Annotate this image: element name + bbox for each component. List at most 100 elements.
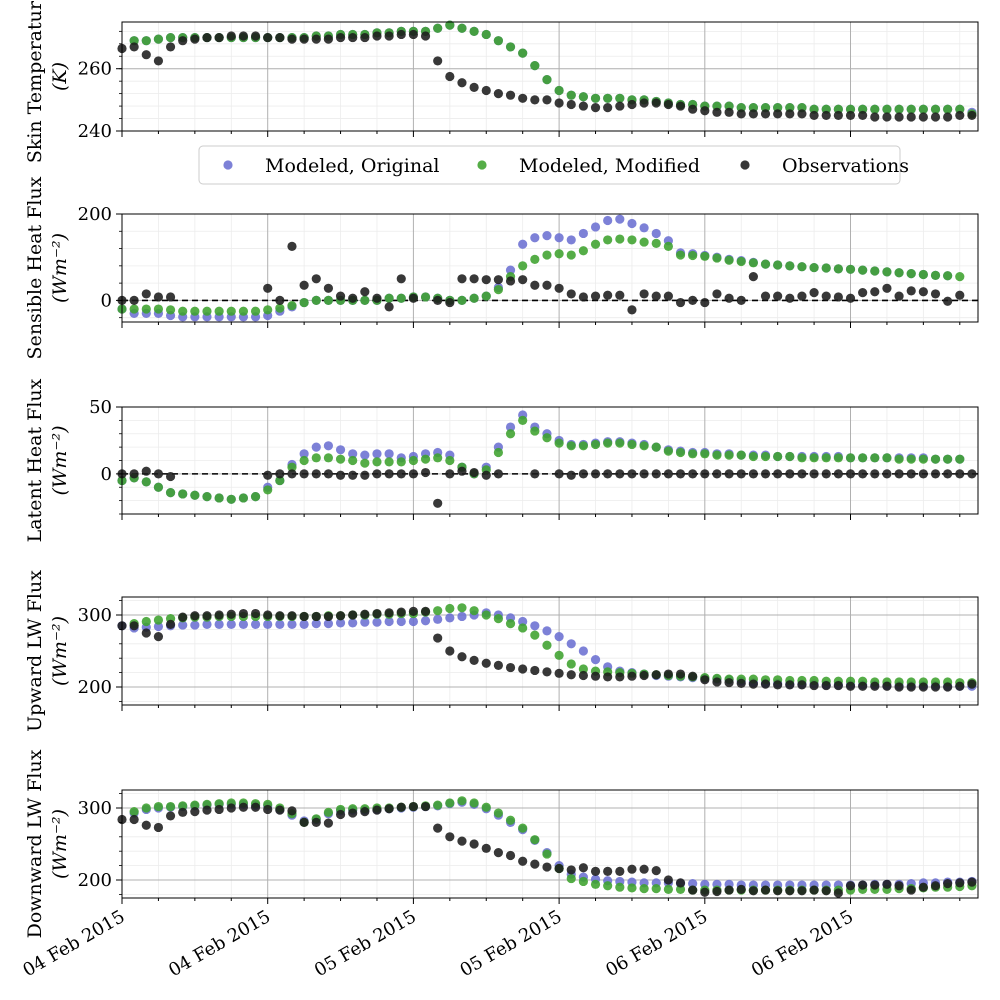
data-point xyxy=(202,619,212,629)
data-point xyxy=(457,603,467,613)
data-point xyxy=(420,467,431,478)
data-point xyxy=(384,302,394,312)
data-point xyxy=(129,42,139,52)
data-point xyxy=(505,42,516,52)
data-point xyxy=(542,75,552,85)
data-point xyxy=(372,293,382,303)
data-point xyxy=(238,802,249,812)
data-point xyxy=(323,469,334,479)
data-point xyxy=(615,290,625,300)
data-point xyxy=(603,93,613,103)
data-point xyxy=(372,31,382,41)
data-point xyxy=(663,241,673,251)
data-point xyxy=(845,264,856,274)
data-point xyxy=(882,681,892,691)
data-point xyxy=(578,228,588,239)
data-point xyxy=(493,447,503,458)
data-point xyxy=(955,290,965,300)
data-point xyxy=(384,31,394,41)
data-point xyxy=(287,611,297,621)
data-point xyxy=(141,477,151,487)
data-point xyxy=(639,223,649,233)
data-point xyxy=(299,297,309,308)
data-point xyxy=(457,796,467,806)
data-point xyxy=(748,886,758,896)
data-point xyxy=(760,451,771,462)
data-point xyxy=(845,110,856,121)
data-point xyxy=(457,23,467,33)
data-point xyxy=(505,276,516,286)
data-point xyxy=(335,454,346,464)
data-point xyxy=(760,259,771,269)
data-point xyxy=(250,802,261,812)
data-point xyxy=(457,274,467,284)
data-point xyxy=(870,453,880,463)
data-point xyxy=(202,492,212,502)
data-point xyxy=(323,453,334,463)
data-point xyxy=(348,618,358,628)
data-point xyxy=(129,304,139,314)
data-point xyxy=(493,660,503,671)
data-point xyxy=(930,682,941,692)
data-point xyxy=(263,804,273,815)
data-point xyxy=(651,866,661,876)
data-point xyxy=(566,470,576,480)
data-point xyxy=(287,469,297,479)
x-tick-labels: 04 Feb 2015 04 Feb 2015 05 Feb 2015 05 Feb … xyxy=(19,906,857,981)
data-point xyxy=(250,608,261,619)
data-point xyxy=(542,433,552,443)
data-point xyxy=(675,878,686,888)
data-point xyxy=(603,215,613,226)
data-point xyxy=(712,289,722,299)
data-point xyxy=(688,250,698,261)
data-point xyxy=(372,449,382,459)
data-point xyxy=(178,807,188,817)
data-point xyxy=(554,98,564,108)
legend-marker xyxy=(477,160,487,170)
data-point xyxy=(566,659,576,669)
data-point xyxy=(639,98,649,108)
legend-label: Modeled, Original xyxy=(265,155,439,177)
data-point xyxy=(530,280,540,290)
data-point xyxy=(481,29,491,40)
data-point xyxy=(469,467,479,478)
data-point xyxy=(906,454,916,464)
data-point xyxy=(675,669,686,679)
data-point xyxy=(906,269,916,279)
data-point xyxy=(554,283,564,293)
data-point xyxy=(287,241,297,251)
data-point xyxy=(178,306,188,316)
data-point xyxy=(930,112,941,122)
data-point xyxy=(809,453,819,463)
y-tick-label: 0 xyxy=(101,290,112,311)
data-point xyxy=(870,287,880,297)
data-point xyxy=(287,300,297,311)
data-point xyxy=(724,469,734,479)
data-point xyxy=(590,222,601,232)
data-point xyxy=(457,836,467,846)
data-point xyxy=(894,291,904,301)
data-point xyxy=(481,85,491,96)
data-point xyxy=(797,109,807,119)
data-point xyxy=(675,250,686,260)
data-point xyxy=(323,441,334,451)
data-point xyxy=(700,887,710,897)
data-point xyxy=(518,616,528,627)
data-point xyxy=(675,469,686,479)
data-point xyxy=(214,804,224,815)
data-point xyxy=(214,306,224,316)
data-point xyxy=(554,233,564,243)
data-point xyxy=(615,438,625,448)
data-point xyxy=(578,670,588,681)
data-point xyxy=(505,662,516,673)
data-point xyxy=(870,112,880,122)
data-point xyxy=(408,616,419,627)
data-point xyxy=(858,681,868,691)
data-point xyxy=(263,610,273,620)
data-point xyxy=(930,881,941,891)
data-point xyxy=(226,619,236,629)
data-point xyxy=(250,619,261,629)
data-point xyxy=(712,469,722,479)
data-point xyxy=(943,454,953,464)
data-point xyxy=(335,618,346,628)
